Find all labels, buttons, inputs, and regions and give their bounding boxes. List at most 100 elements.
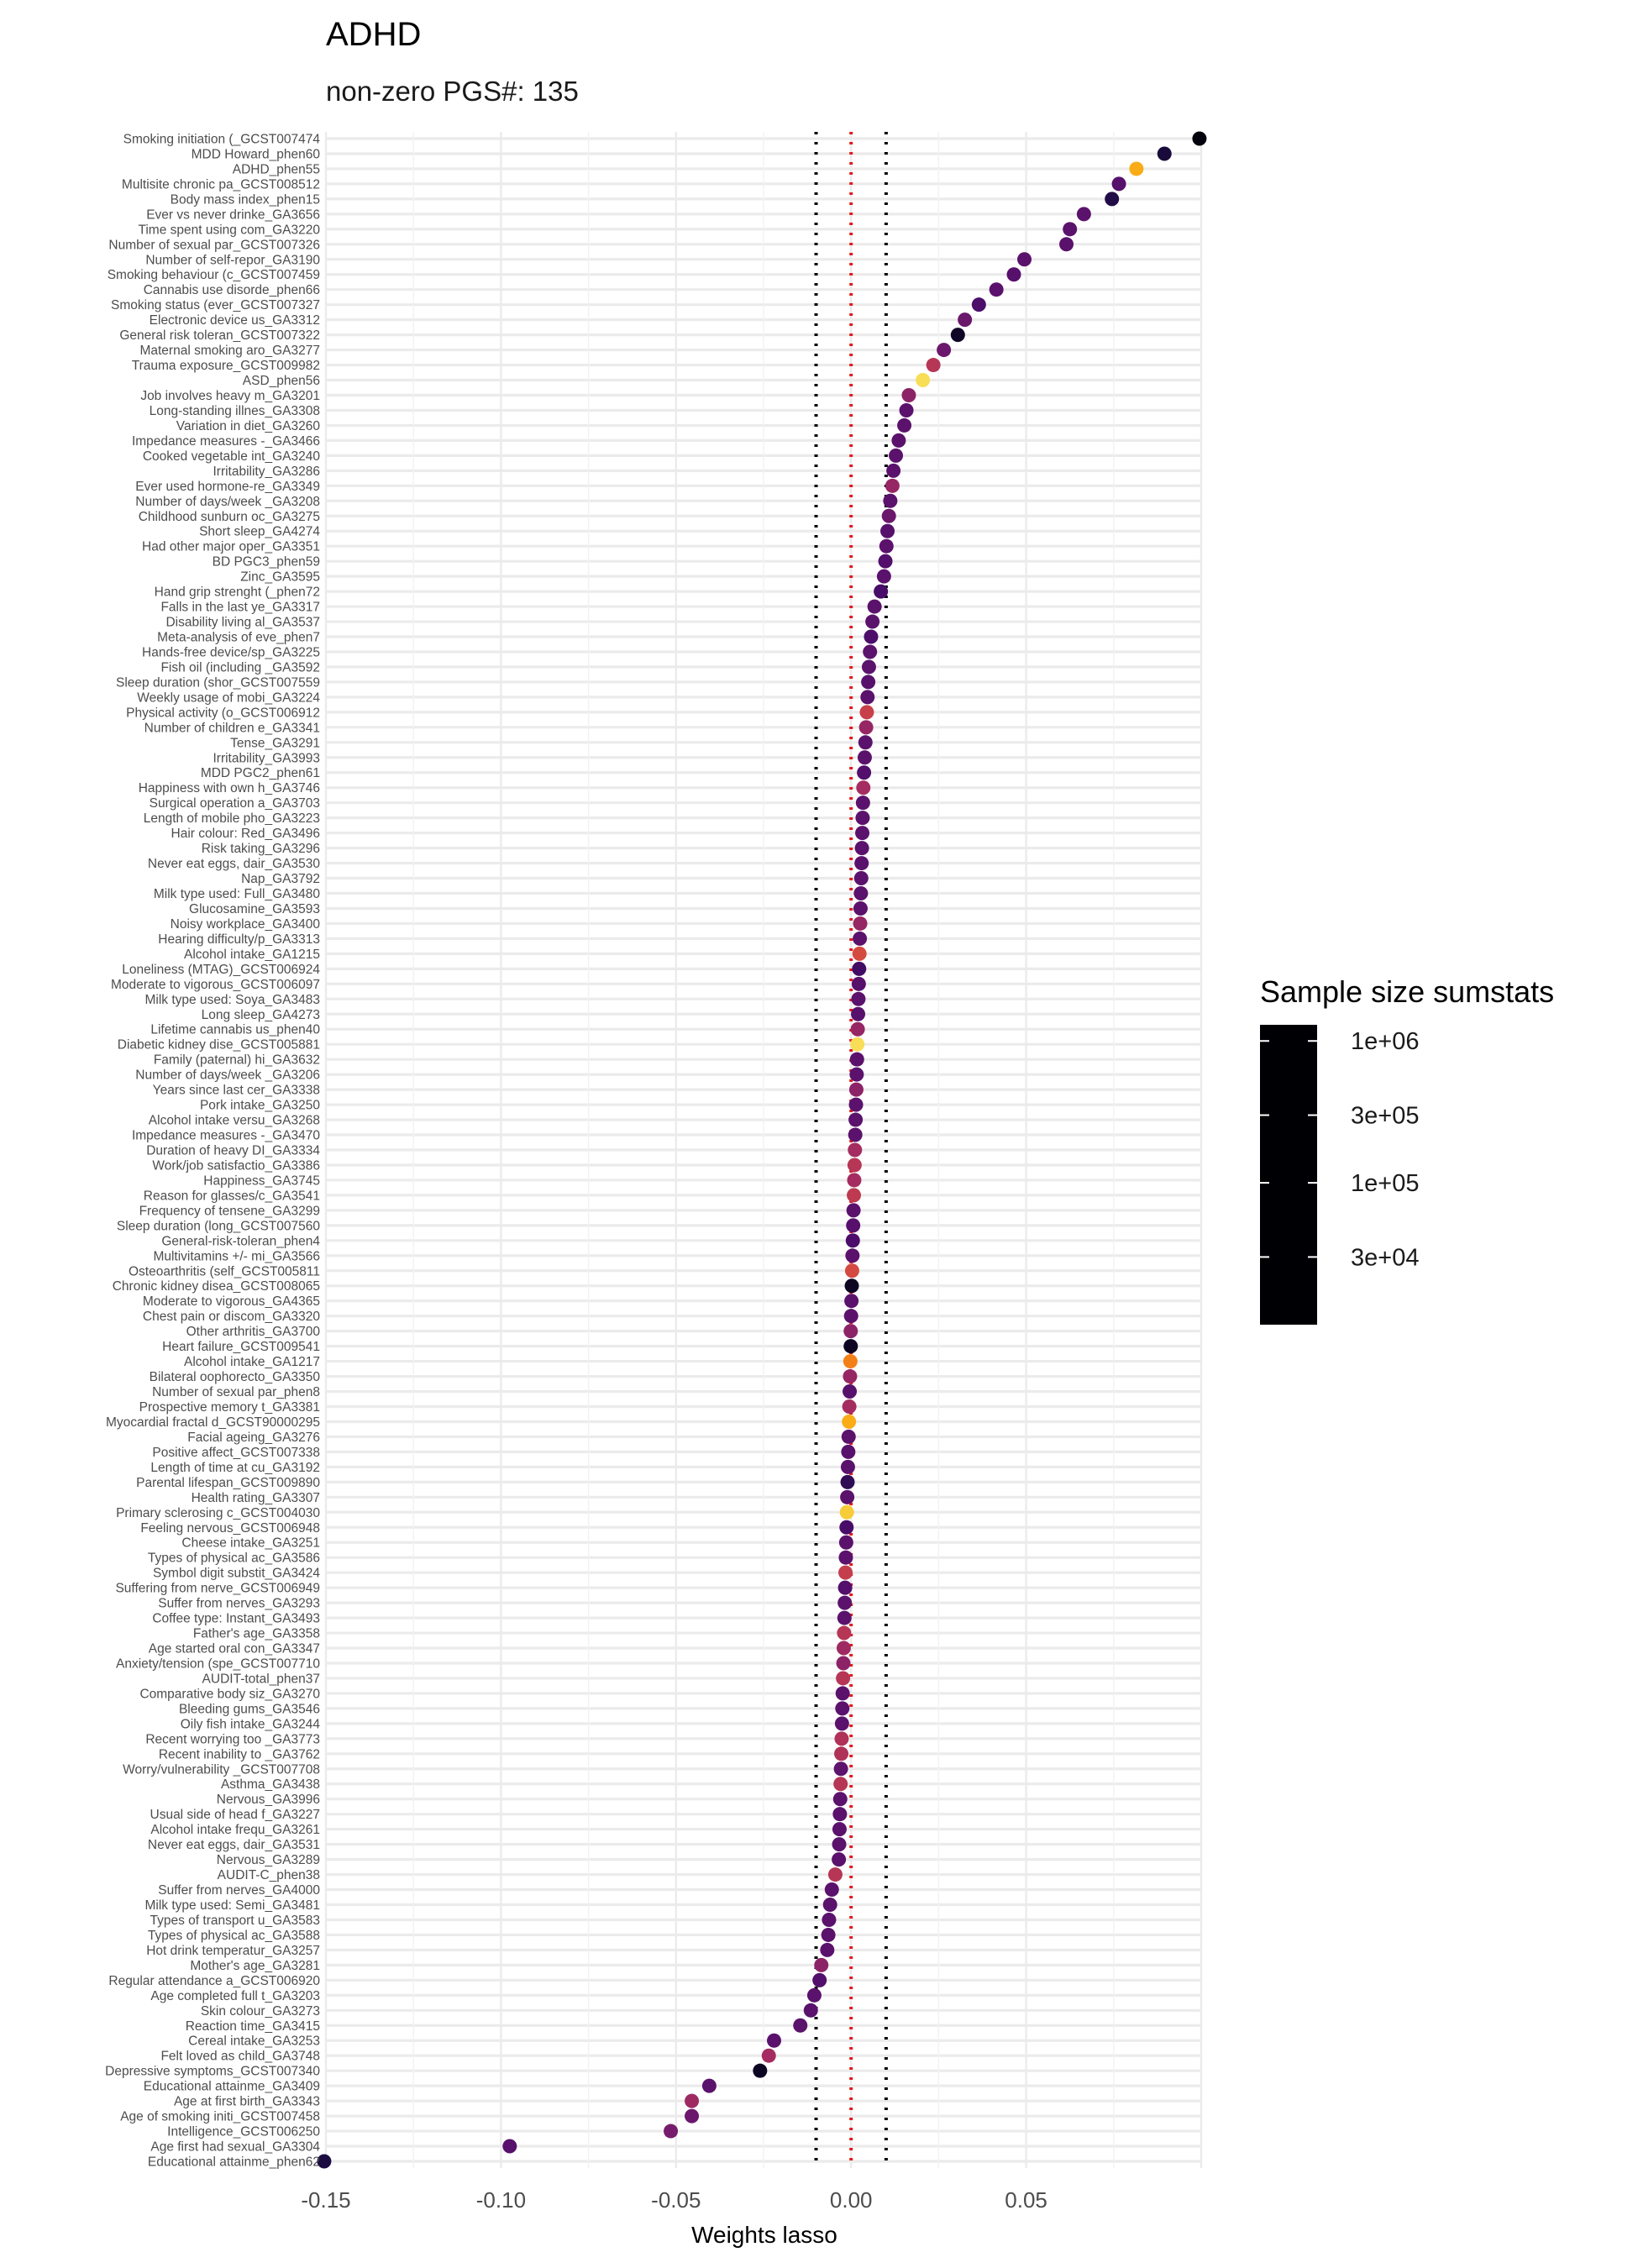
y-tick-label: AUDIT-C_phen38 [218,1868,320,1882]
y-tick-label: Pork intake_GA3250 [200,1099,320,1113]
data-point [897,417,912,433]
data-point [839,1504,854,1520]
legend-label: 3e+04 [1351,1244,1419,1271]
y-tick-label: Nap_GA3792 [241,872,320,886]
data-point [880,523,895,538]
y-tick-label: Milk type used: Soya_GA3483 [144,993,320,1007]
data-point [827,1867,843,1882]
y-tick-label: Alcohol intake_GA1217 [184,1355,320,1369]
data-point [864,629,879,644]
y-tick-label: Educational attainme_GA3409 [144,2080,320,2094]
data-point [843,1339,858,1354]
y-tick-label: Falls in the last ye_GA3317 [160,601,320,615]
y-tick-label: Reaction time_GA3415 [186,2019,320,2034]
y-tick-label: Impedance measures -_GA3466 [132,434,320,449]
legend-colorbar [1260,1025,1317,1325]
data-point [834,1716,849,1731]
y-tick-label: Anxiety/tension (spe_GCST007710 [116,1656,320,1671]
y-tick-label: Heart failure_GCST009541 [162,1340,320,1354]
y-tick-label: Depressive symptoms_GCST007340 [105,2065,320,2079]
data-point [861,675,876,690]
y-tick-label: Zinc_GA3595 [240,570,320,585]
data-point [842,1414,857,1429]
data-point [849,1052,864,1067]
y-tick-label: Oily fish intake_GA3244 [181,1717,321,1731]
data-point [837,1595,853,1610]
data-point [851,991,866,1006]
y-tick-label: Number of self-repor_GA3190 [145,253,320,267]
y-tick-label: Irritability_GA3993 [213,751,320,765]
data-point [926,358,941,373]
data-point [812,1972,827,1987]
data-point [832,1807,848,1822]
y-tick-label: Nervous_GA3289 [217,1853,320,1867]
data-point [1076,207,1091,222]
data-point [842,1399,857,1414]
y-tick-label: Ever used hormone-re_GA3349 [135,480,320,494]
data-point [664,2124,679,2139]
y-tick-label: Parental lifespan_GCST009890 [136,1476,320,1490]
x-tick-label: -0.05 [651,2187,701,2213]
data-point [854,841,869,856]
data-point [844,1263,859,1278]
data-point [844,1294,859,1309]
data-point [855,795,870,811]
data-point [843,1369,858,1384]
y-tick-label: Weekly usage of mobi_GA3224 [137,690,320,705]
y-tick-label: Number of sexual par_GCST007326 [108,238,320,252]
y-tick-label: Maternal smoking aro_GA3277 [139,344,320,358]
data-point [822,1898,837,1913]
data-point [761,2048,776,2063]
data-point [835,1701,850,1716]
data-point [846,1218,861,1233]
data-point [848,1142,863,1158]
data-point [793,2018,808,2033]
y-tick-label: Long-standing illnes_GA3308 [150,404,320,418]
data-point [848,1127,863,1142]
y-tick-label: Number of sexual par_phen8 [152,1385,320,1399]
y-tick-label: Had other major oper_GA3351 [142,540,320,554]
y-tick-label: Symbol digit substit_GA3424 [153,1567,320,1581]
data-point [852,946,867,961]
y-tick-label: Physical activity (o_GCST006912 [126,706,320,720]
y-tick-label: Felt loved as child_GA3748 [160,2050,320,2064]
y-tick-label: Never eat eggs, dair_GA3531 [148,1838,320,1852]
data-point [885,478,900,493]
data-point [855,811,870,826]
data-point [837,1580,853,1595]
y-tick-label: General-risk-toleran_phen4 [161,1234,320,1248]
legend-title: Sample size sumstats [1260,974,1554,1009]
y-tick-label: Cereal intake_GA3253 [188,2034,320,2049]
data-point [833,1761,848,1777]
legend-label: 3e+05 [1351,1103,1419,1130]
data-point [849,1067,864,1082]
data-point [851,1006,866,1021]
data-point [850,1021,865,1037]
y-tick-label: Age at first birth_GA3343 [174,2095,320,2109]
y-tick-label: Bilateral oophorecto_GA3350 [150,1370,321,1384]
y-tick-label: Short sleep_GA4274 [199,525,320,539]
data-point [1059,237,1074,252]
y-tick-label: Fish oil (including _GA3592 [160,660,320,675]
data-point [840,1459,855,1474]
data-point [857,750,872,765]
y-tick-label: General risk toleran_GCST007322 [119,328,320,343]
y-tick-label: Health rating_GA3307 [192,1491,320,1505]
x-tick-label: -0.15 [301,2187,350,2213]
data-point [832,1792,848,1807]
y-tick-label: Types of physical ac_GA3588 [148,1929,320,1943]
data-point [837,1610,852,1625]
data-point [838,1550,853,1565]
y-tick-label: Primary sclerosing c_GCST004030 [116,1506,320,1520]
y-tick-label: Suffering from nerve_GCST006949 [115,1582,320,1596]
data-point [958,312,973,328]
y-tick-label: Tense_GA3291 [230,736,320,750]
legend-label: 1e+05 [1351,1170,1419,1197]
data-point [1157,146,1172,161]
y-tick-label: Length of time at cu_GA3192 [150,1461,320,1475]
x-tick-label: -0.10 [476,2187,526,2213]
data-point [844,1278,859,1294]
data-point [502,2139,517,2154]
data-point [847,1173,862,1188]
y-tick-label: Recent inability to _GA3762 [159,1747,320,1761]
